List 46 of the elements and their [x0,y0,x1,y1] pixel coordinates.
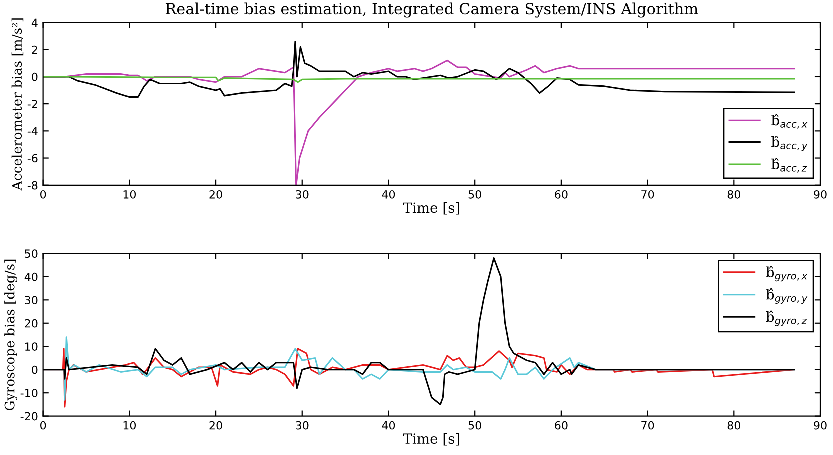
legend-label: b̂$_{acc,y}$ [772,136,808,152]
x-tick-label: 40 [382,190,396,199]
y-tick-label: -4 [28,127,38,136]
x-tick-label: 60 [555,190,568,199]
x-tick-label: 90 [814,421,827,430]
x-tick-label: 30 [296,190,309,199]
x-tick-label: 40 [382,421,396,430]
y-tick-label: 0 [32,72,38,82]
x-tick-label: 0 [40,190,46,199]
y-tick-label: 50 [25,250,38,258]
x-tick-label: 90 [814,190,827,199]
legend-label: b̂$_{acc,x}$ [772,114,808,129]
x-tick-label: 70 [642,421,654,430]
y-axis-title: Gyroscope bias [deg/s] [4,260,18,411]
y-tick-label: -10 [20,389,38,398]
chart-title: Real-time bias estimation, Integrated Camera System/INS Algorithm [166,2,698,18]
x-tick-label: 70 [642,190,654,199]
legend-label: b̂$_{gyro,z}$ [766,310,808,326]
y-tick-label: 4 [32,18,38,27]
x-tick-label: 50 [468,190,482,199]
x-tick-label: 80 [728,421,740,430]
legend-label: b̂$_{gyro,y}$ [766,288,808,304]
x-tick-label: 0 [40,421,46,430]
y-axis-title: Accelerometer bias [m/s²] [12,18,24,191]
x-tick-label: 20 [210,421,222,430]
x-tick-label: 10 [124,421,136,430]
x-tick-label: 80 [728,190,740,199]
y-tick-label: -8 [28,181,38,190]
y-tick-label: -2 [28,100,38,108]
x-tick-label: 50 [468,421,482,430]
y-tick-label: 2 [32,46,38,54]
y-tick-label: -20 [20,412,38,421]
x-axis-title: Time [s] [403,202,460,215]
x-tick-label: 10 [124,190,136,199]
x-tick-label: 30 [296,421,309,430]
legend-label: b̂$_{acc,z}$ [772,158,808,173]
y-tick-label: 20 [25,319,38,328]
x-tick-label: 60 [555,421,568,430]
legend-label: b̂$_{gyro,x}$ [766,266,808,282]
y-tick-label: 10 [26,342,38,352]
x-tick-label: 20 [210,190,222,199]
y-tick-label: -6 [28,154,38,163]
y-tick-label: 30 [25,296,38,305]
y-tick-label: 0 [32,366,38,374]
x-axis-title: Time [s] [403,433,460,446]
y-tick-label: 40 [24,272,38,282]
